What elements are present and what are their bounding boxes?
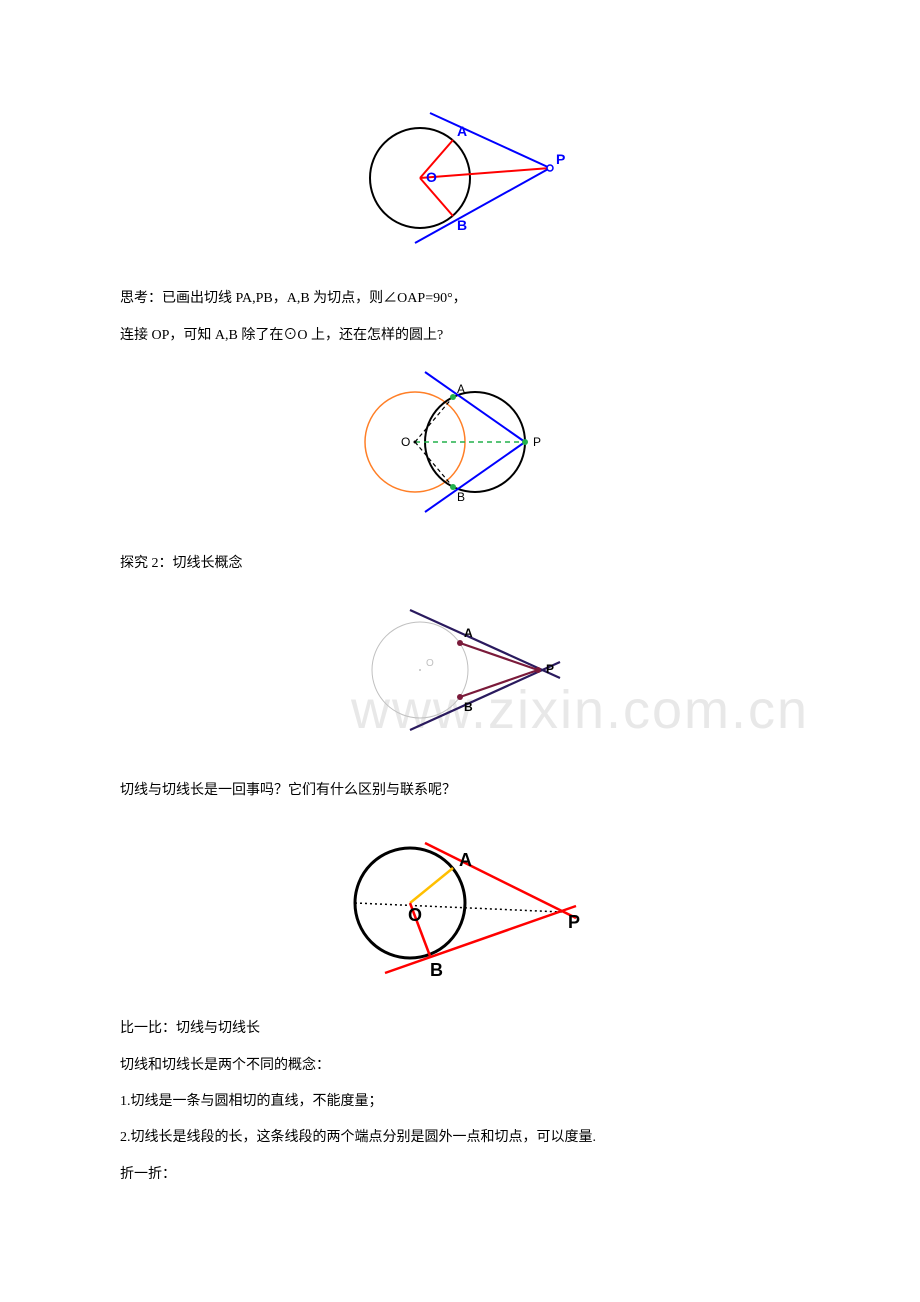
- paragraph-6: 切线和切线长是两个不同的概念：: [120, 1048, 800, 1084]
- svg-text:B: B: [430, 960, 443, 980]
- diagram-1: O A B P: [120, 98, 800, 273]
- svg-text:A: A: [459, 850, 472, 870]
- paragraph-2: 连接 OP，可知 A,B 除了在⊙O 上，还在怎样的圆上?: [120, 318, 800, 354]
- paragraph-4: 切线与切线长是一回事吗？它们有什么区别与联系呢？: [120, 773, 800, 809]
- paragraph-9: 折一折：: [120, 1157, 800, 1193]
- diagram-2: O A B P: [120, 362, 800, 537]
- svg-text:B: B: [457, 490, 465, 504]
- svg-text:O: O: [426, 169, 437, 185]
- svg-text:O: O: [401, 435, 410, 449]
- svg-text:A: A: [457, 123, 467, 139]
- diagram-4: O A B P: [120, 818, 800, 1003]
- svg-text:A: A: [464, 626, 473, 640]
- svg-text:B: B: [464, 700, 473, 714]
- paragraph-1: 思考：已画出切线 PA,PB，A,B 为切点，则∠OAP=90°，: [120, 281, 800, 317]
- svg-text:B: B: [457, 217, 467, 233]
- paragraph-8: 2.切线长是线段的长，这条线段的两个端点分别是圆外一点和切点，可以度量.: [120, 1120, 800, 1156]
- svg-text:A: A: [457, 382, 465, 396]
- diagram-3: O A B P: [120, 590, 800, 765]
- svg-text:P: P: [533, 435, 541, 449]
- paragraph-7: 1.切线是一条与圆相切的直线，不能度量；: [120, 1084, 800, 1120]
- svg-text:P: P: [556, 151, 565, 167]
- svg-text:P: P: [546, 662, 554, 676]
- svg-text:P: P: [568, 912, 580, 932]
- svg-text:O: O: [408, 905, 422, 925]
- svg-text:O: O: [426, 658, 434, 669]
- paragraph-3: 探究 2：切线长概念: [120, 546, 800, 582]
- paragraph-5: 比一比：切线与切线长: [120, 1011, 800, 1047]
